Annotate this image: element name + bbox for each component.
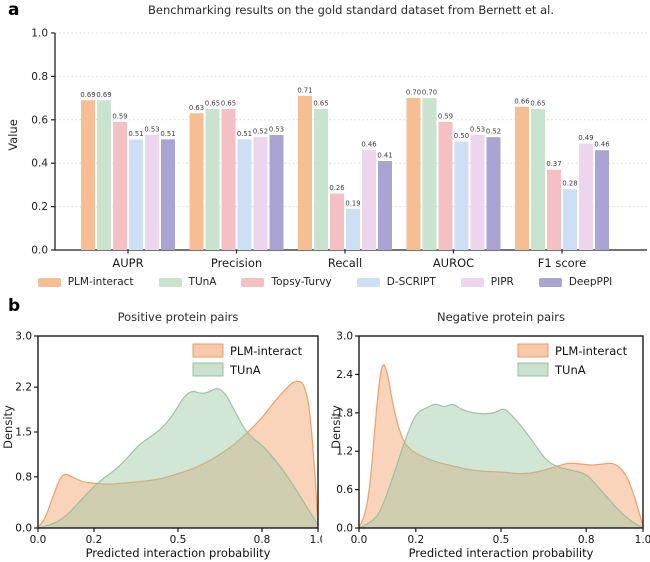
svg-text:1.0: 1.0 [635, 534, 650, 546]
svg-text:TUnA: TUnA [229, 363, 261, 377]
bar-chart: 0.00.20.40.60.81.00.69 0.690.590.510.530.… [31, 28, 647, 270]
svg-text:0.51: 0.51 [237, 130, 252, 138]
svg-text:0.52: 0.52 [486, 128, 501, 136]
svg-text:0.8: 0.8 [254, 534, 271, 546]
bar-chart-legend: PLM-interact TUnA Topsy-Turvy D-SCRIPT PIPR D… [0, 276, 650, 288]
svg-text:0.65: 0.65 [530, 99, 545, 107]
svg-text:0.71: 0.71 [297, 86, 312, 94]
svg-text:0.2: 0.2 [31, 201, 48, 213]
negative-plot-y-axis-label: Density [329, 405, 343, 449]
svg-text:0.51: 0.51 [128, 130, 143, 138]
svg-text:0.28: 0.28 [562, 180, 577, 188]
svg-text:0.2: 0.2 [407, 534, 424, 546]
legend-item-plm-interact: PLM-interact [37, 276, 134, 288]
legend-swatch [460, 277, 484, 287]
svg-text:0.53: 0.53 [144, 125, 159, 133]
svg-text:F1 score: F1 score [538, 256, 587, 270]
svg-text:1.8: 1.8 [336, 407, 353, 419]
svg-text:0.70: 0.70 [406, 89, 421, 97]
svg-text:0.8: 0.8 [15, 471, 32, 483]
svg-text:1.2: 1.2 [336, 446, 353, 458]
positive-plot-x-axis-label: Predicted interaction probability [85, 546, 271, 560]
svg-text:1.5: 1.5 [15, 427, 32, 439]
legend-item-tuna: TUnA [158, 276, 217, 288]
legend-item-topsy-turvy: Topsy-Turvy [241, 276, 332, 288]
svg-text:1.0: 1.0 [310, 534, 322, 546]
svg-text:0.19: 0.19 [345, 199, 360, 207]
legend-swatch [538, 277, 562, 287]
svg-text:0.65: 0.65 [221, 99, 236, 107]
svg-text:3.0: 3.0 [15, 331, 32, 343]
svg-text:2.4: 2.4 [336, 369, 353, 381]
legend-label: DeepPPI [568, 276, 613, 288]
legend-label: PLM-interact [67, 276, 134, 288]
svg-text:0.6: 0.6 [31, 114, 48, 126]
svg-text:0.59: 0.59 [112, 112, 127, 120]
svg-text:0.52: 0.52 [253, 128, 268, 136]
svg-text:0.50: 0.50 [454, 132, 469, 140]
svg-text:PLM-interact: PLM-interact [555, 344, 628, 358]
svg-text:0.59: 0.59 [438, 112, 453, 120]
svg-text:0.37: 0.37 [546, 160, 561, 168]
svg-text:0.41: 0.41 [377, 152, 392, 160]
svg-text:Recall: Recall [328, 256, 362, 270]
svg-text:0.6: 0.6 [336, 484, 353, 496]
svg-text:PLM-interact: PLM-interact [230, 344, 303, 358]
svg-text:0.53: 0.53 [470, 125, 485, 133]
svg-text:0.63: 0.63 [189, 104, 204, 112]
legend-swatch [356, 277, 380, 287]
svg-text:0.26: 0.26 [329, 184, 344, 192]
legend-item-pipr: PIPR [460, 276, 514, 288]
legend-swatch [158, 277, 182, 287]
svg-text:0.2: 0.2 [86, 534, 103, 546]
svg-text:0.0: 0.0 [15, 523, 32, 535]
svg-text:0.46: 0.46 [594, 141, 609, 149]
svg-text:2.2: 2.2 [15, 382, 32, 394]
svg-text:0.4: 0.4 [31, 158, 48, 170]
svg-text:0.0: 0.0 [30, 534, 47, 546]
svg-text:0.8: 0.8 [578, 534, 595, 546]
svg-text:0.0: 0.0 [336, 523, 353, 535]
svg-text:0.46: 0.46 [361, 141, 376, 149]
svg-text:0.8: 0.8 [31, 71, 48, 83]
svg-text:0.53: 0.53 [269, 125, 284, 133]
svg-text:0.5: 0.5 [493, 534, 510, 546]
svg-text:1.0: 1.0 [31, 28, 48, 40]
svg-text:0.65: 0.65 [205, 99, 220, 107]
svg-text:Precision: Precision [211, 256, 262, 270]
svg-text:0.0: 0.0 [31, 245, 48, 257]
negative-density-chart: 0.0 0.6 1.2 1.8 2.4 3.0 0.0 0.2 0.5 0.8 1.0 PLM-int… [336, 331, 650, 547]
svg-text:AUPR: AUPR [112, 256, 143, 270]
legend-item-deepppi: DeepPPI [538, 276, 613, 288]
legend-label: D-SCRIPT [386, 276, 436, 288]
svg-text:0.69: 0.69 [80, 91, 95, 99]
positive-plot-y-axis-label: Density [1, 405, 15, 449]
panel-a-label: a [8, 0, 20, 20]
legend-swatch [37, 277, 61, 287]
svg-text:0.66: 0.66 [514, 97, 529, 105]
svg-text:3.0: 3.0 [336, 331, 353, 343]
panel-b-label: b [8, 296, 21, 316]
svg-text:0.65: 0.65 [313, 99, 328, 107]
legend-label: Topsy-Turvy [271, 276, 332, 288]
svg-text:0.70: 0.70 [422, 89, 437, 97]
negative-plot-title: Negative protein pairs [436, 310, 566, 324]
svg-text:TUnA: TUnA [554, 363, 586, 377]
svg-text:0.49: 0.49 [578, 134, 593, 142]
legend-item-d-script: D-SCRIPT [356, 276, 436, 288]
negative-plot-x-axis-label: Predicted interaction probability [408, 546, 594, 560]
svg-text:0.51: 0.51 [160, 130, 175, 138]
positive-plot-title: Positive protein pairs [117, 310, 239, 324]
svg-text:0.69: 0.69 [96, 91, 111, 99]
svg-text:0.5: 0.5 [170, 534, 187, 546]
bar-chart-title: Benchmarking results on the gold standar… [148, 3, 554, 17]
legend-swatch [241, 277, 265, 287]
svg-text:AUROC: AUROC [433, 256, 474, 270]
positive-density-chart: 0.0 0.8 1.5 2.2 3.0 0.0 0.2 0.5 0.8 1.0 PLM-intera… [15, 331, 322, 547]
legend-label: TUnA [188, 276, 217, 288]
legend-label: PIPR [490, 276, 514, 288]
svg-text:0.0: 0.0 [351, 534, 368, 546]
